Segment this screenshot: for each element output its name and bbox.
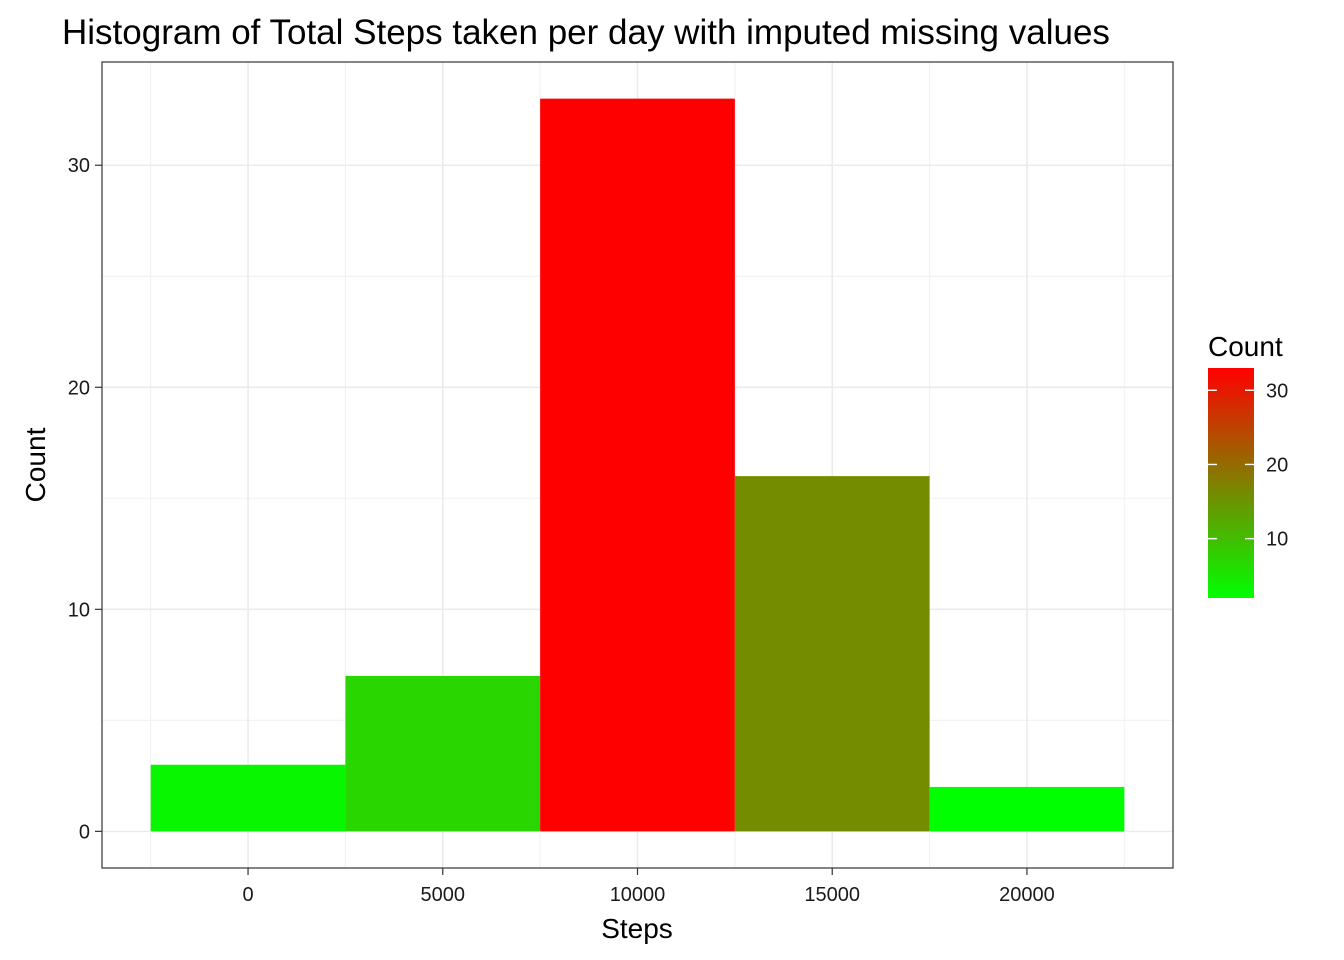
histogram-bar-0: [150, 764, 346, 832]
x-tick-label: 20000: [999, 884, 1055, 906]
x-tick-label: 15000: [804, 884, 860, 906]
histogram-bar-4: [929, 786, 1125, 832]
legend-ticks: 10 20 30: [1208, 380, 1288, 551]
x-tick-label: 10000: [610, 884, 666, 906]
chart-title: Histogram of Total Steps taken per day w…: [62, 13, 1110, 52]
legend-tick-label: 30: [1266, 380, 1288, 402]
y-tick-label: 10: [68, 599, 90, 621]
histogram-bar-2: [540, 98, 735, 832]
legend-title: Count: [1208, 331, 1283, 362]
legend-tick-label: 20: [1266, 454, 1288, 476]
x-tick-label: 5000: [421, 884, 466, 906]
plot-panel: [101, 61, 1174, 869]
y-axis: 0 10 20 30: [68, 155, 102, 843]
y-axis-title: Count: [20, 427, 51, 502]
legend: Count 10 20 30: [1208, 331, 1288, 598]
x-tick-label: 0: [242, 884, 253, 906]
y-tick-label: 0: [79, 821, 90, 843]
histogram-bar-1: [345, 675, 541, 832]
histogram-bar-3: [734, 476, 930, 832]
legend-tick-label: 10: [1266, 529, 1288, 551]
histogram-bars: [150, 98, 1125, 832]
y-tick-label: 30: [68, 155, 90, 177]
x-axis: 0 5000 10000 15000 20000: [242, 868, 1055, 906]
y-tick-label: 20: [68, 377, 90, 399]
x-axis-title: Steps: [601, 913, 673, 944]
legend-colorbar: [1208, 368, 1254, 598]
